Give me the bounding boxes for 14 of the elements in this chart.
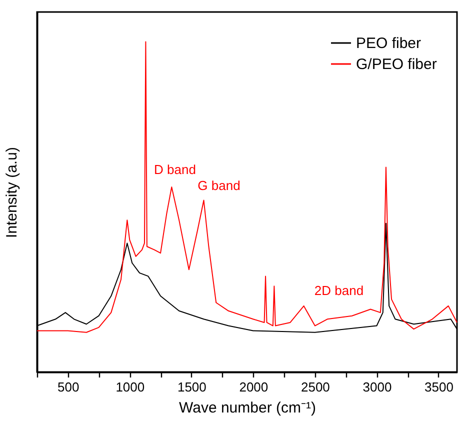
x-tick-label: 500 (58, 380, 80, 394)
annotation: D band (154, 162, 196, 177)
x-tick-label: 3500 (424, 380, 454, 394)
x-tick-label: 1500 (177, 380, 206, 394)
x-tick-label: 3000 (362, 380, 392, 394)
legend-label: PEO fiber (356, 35, 422, 52)
x-axis-title: Wave number (cm⁻¹) (179, 400, 316, 416)
x-tick-label: 2000 (239, 380, 268, 394)
y-axis-title: Intensity (a.u) (4, 147, 20, 238)
x-tick-label: 1000 (116, 380, 145, 394)
annotation: 2D band (314, 283, 364, 298)
annotation: G band (198, 178, 240, 193)
legend-label: G/PEO fiber (356, 56, 437, 73)
x-tick-label: 2500 (300, 380, 330, 394)
